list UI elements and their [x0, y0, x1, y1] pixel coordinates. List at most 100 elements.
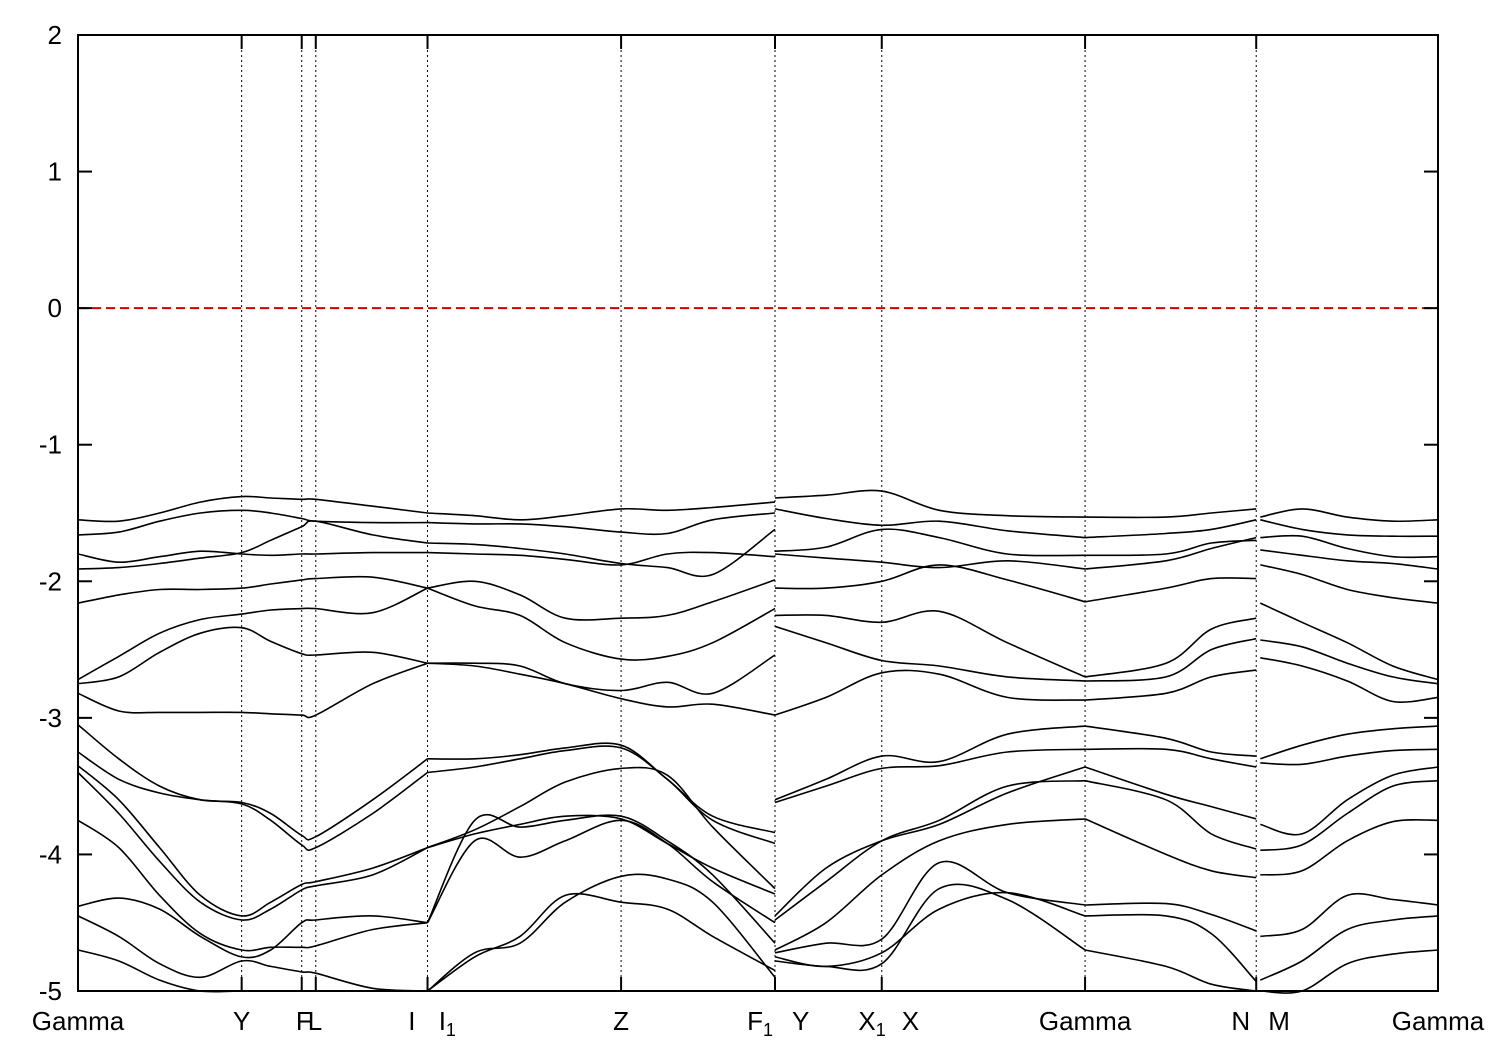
band-line-seg2-14	[774, 891, 1086, 968]
band-line-seg2-9	[774, 748, 1086, 804]
band-line-seg4-9	[1260, 748, 1439, 766]
band-line-seg1-8	[427, 742, 776, 834]
y-tick-label: 0	[48, 293, 62, 323]
band-line-seg0-11	[77, 771, 428, 921]
band-line-seg0-4	[77, 575, 428, 604]
k-point-subscript: 1	[446, 1020, 456, 1040]
band-line-seg1-7	[427, 662, 776, 716]
band-line-seg1-9	[427, 745, 776, 845]
k-point-label: I	[408, 1006, 415, 1036]
band-line-seg1-13	[426, 819, 776, 924]
band-lines	[77, 489, 1439, 994]
band-line-seg0-1	[77, 509, 428, 536]
band-line-seg4-10	[1260, 766, 1439, 836]
band-line-seg1-12	[426, 813, 776, 944]
band-line-seg4-1	[1260, 519, 1439, 538]
k-point-label: M	[1268, 1006, 1290, 1036]
band-line-seg4-2	[1260, 534, 1439, 559]
band-line-seg2-5	[774, 609, 1086, 678]
y-tick-label: -4	[39, 839, 62, 869]
band-line-seg3-6	[1085, 637, 1257, 682]
band-line-seg2-15	[774, 883, 1086, 972]
k-point-label: Gamma	[1039, 1006, 1132, 1036]
k-point-label: Y	[233, 1006, 250, 1036]
band-line-seg1-4	[427, 579, 776, 621]
high-symmetry-lines	[241, 35, 1257, 991]
plot-frame	[77, 34, 1439, 992]
band-line-seg3-3	[1085, 536, 1257, 570]
band-line-seg4-14	[1259, 915, 1439, 981]
band-line-seg0-13	[77, 897, 428, 959]
y-tick-label: 2	[48, 20, 62, 50]
band-line-seg0-15	[77, 949, 428, 993]
band-line-seg4-15	[1260, 949, 1439, 994]
k-point-label: Y	[792, 1006, 809, 1036]
band-line-seg0-2	[77, 550, 428, 564]
y-tick-label: -3	[39, 703, 62, 733]
band-line-seg3-13	[1085, 902, 1257, 932]
k-point-label: F	[296, 1006, 312, 1036]
band-line-seg4-4	[1260, 564, 1439, 604]
band-line-seg4-0	[1260, 508, 1439, 523]
band-line-seg4-3	[1260, 549, 1439, 570]
band-line-seg2-8	[774, 725, 1086, 801]
k-point-label: Gamma	[1392, 1006, 1485, 1036]
band-line-seg3-10	[1084, 766, 1257, 820]
y-tick-label: -5	[39, 976, 62, 1006]
y-tick-label: -2	[39, 566, 62, 596]
k-point-label: I1	[439, 1006, 456, 1040]
band-line-seg0-8	[77, 724, 428, 841]
band-line-seg2-0	[774, 489, 1086, 518]
band-line-seg0-0	[77, 495, 428, 523]
k-point-label: N	[1231, 1006, 1250, 1036]
band-line-seg1-1	[427, 512, 776, 536]
band-line-seg4-12	[1260, 818, 1439, 876]
band-line-seg3-11	[1084, 779, 1257, 850]
band-line-seg0-6	[77, 626, 428, 685]
band-line-seg0-14	[77, 915, 428, 992]
band-line-seg4-6	[1260, 639, 1439, 685]
band-line-seg0-9	[77, 751, 428, 852]
band-line-seg1-14	[426, 873, 776, 992]
band-line-seg3-14	[1085, 913, 1257, 982]
band-line-seg2-1	[774, 508, 1086, 539]
k-point-subscript: 1	[876, 1020, 886, 1040]
band-line-seg2-6	[774, 625, 1086, 682]
band-line-seg0-3	[77, 520, 428, 570]
band-line-seg3-15	[1084, 949, 1257, 992]
y-tick-label: 1	[48, 157, 62, 187]
band-line-seg4-8	[1260, 725, 1439, 760]
x-axis-labels: Gamma Y FL I I1 Z F1 Y X1 X Gamma N M Gamma	[32, 35, 1485, 1040]
band-line-seg4-11	[1260, 779, 1439, 852]
band-line-seg2-2	[774, 528, 1086, 557]
band-line-seg4-13	[1260, 892, 1439, 938]
k-point-label: X	[902, 1006, 919, 1036]
band-line-seg1-2	[427, 528, 776, 578]
band-line-seg0-12	[77, 819, 428, 952]
band-line-seg3-9	[1085, 747, 1257, 768]
band-line-seg2-13	[774, 860, 1086, 954]
band-line-seg1-15	[427, 892, 776, 992]
band-line-seg2-11	[774, 779, 1086, 921]
band-line-seg3-5	[1084, 617, 1257, 678]
k-point-label: Gamma	[32, 1006, 125, 1036]
band-line-seg4-5	[1259, 602, 1439, 681]
band-line-seg1-6	[427, 654, 776, 695]
band-line-seg0-10	[77, 765, 428, 917]
k-point-label: X1	[858, 1006, 885, 1040]
band-line-seg1-5	[427, 587, 776, 661]
band-line-seg3-4	[1084, 577, 1257, 603]
k-point-subscript: 1	[763, 1020, 773, 1040]
band-line-seg4-7	[1260, 657, 1439, 703]
band-line-seg2-3	[774, 553, 1086, 570]
band-line-seg3-12	[1084, 818, 1257, 879]
band-line-seg2-7	[774, 669, 1086, 716]
y-tick-label: -1	[39, 430, 62, 460]
k-point-label: Z	[613, 1006, 629, 1036]
band-line-seg1-0	[427, 501, 776, 521]
y-axis-ticks: 2 1 0 -1 -2 -3 -4 -5	[39, 20, 1438, 1006]
band-line-seg0-7	[77, 662, 428, 719]
k-point-label: L	[308, 1006, 322, 1036]
band-line-seg3-8	[1084, 725, 1257, 757]
